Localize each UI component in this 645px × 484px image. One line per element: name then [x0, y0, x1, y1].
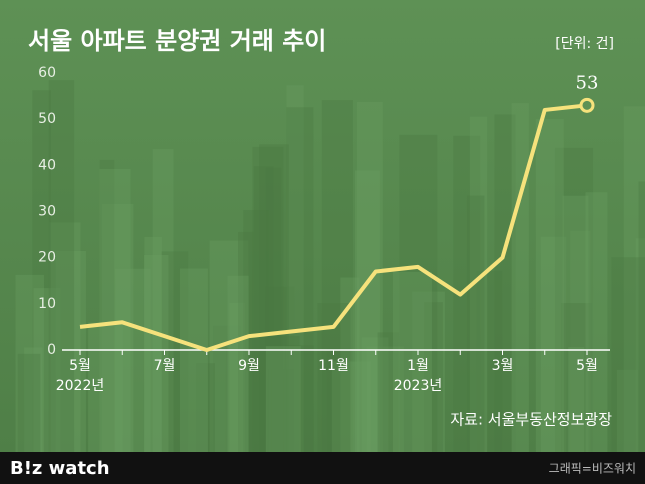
- building: [55, 250, 86, 452]
- y-tick-label: 50: [38, 111, 56, 127]
- building: [361, 337, 389, 452]
- building: [340, 277, 360, 452]
- y-tick-label: 0: [47, 342, 56, 358]
- building: [161, 251, 189, 452]
- building: [48, 80, 75, 453]
- y-tick-label: 20: [38, 250, 56, 266]
- building: [286, 107, 314, 452]
- building: [49, 222, 81, 452]
- building: [253, 166, 274, 453]
- credit: 그래픽=비즈워치: [549, 462, 636, 476]
- building: [99, 168, 131, 452]
- y-tick-label: 10: [38, 296, 56, 312]
- building: [252, 146, 284, 452]
- building: [638, 181, 645, 453]
- building: [476, 270, 503, 452]
- x-tick-label: 9월: [238, 358, 260, 374]
- building: [259, 144, 289, 452]
- building: [616, 369, 638, 452]
- building: [264, 286, 295, 452]
- building: [88, 322, 123, 452]
- building: [24, 347, 43, 452]
- building: [392, 271, 432, 452]
- building: [331, 361, 371, 452]
- building: [179, 268, 208, 452]
- brand-logo: B!z watch: [10, 458, 110, 479]
- building: [494, 114, 516, 453]
- data-line: [79, 103, 588, 352]
- y-tick-label: 60: [38, 65, 56, 81]
- building: [562, 195, 589, 453]
- chart-title: 서울 아파트 분양권 거래 추이: [28, 27, 326, 55]
- building: [424, 302, 443, 452]
- x-tick-label: 7월: [154, 358, 176, 374]
- building: [570, 230, 591, 452]
- building: [271, 335, 300, 452]
- building: [17, 353, 41, 452]
- end-point: [579, 97, 595, 113]
- building: [635, 238, 645, 452]
- building: [377, 332, 399, 452]
- x-year-label: 2022년: [56, 378, 105, 394]
- building: [568, 347, 585, 452]
- building: [560, 303, 593, 452]
- building: [196, 363, 215, 452]
- building: [101, 203, 134, 452]
- x-tick-label: 11월: [318, 358, 349, 374]
- x-tick-label: 5월: [69, 358, 91, 374]
- building: [321, 100, 353, 452]
- background: [0, 0, 645, 452]
- building: [511, 103, 529, 453]
- building: [243, 210, 269, 452]
- building: [115, 268, 151, 452]
- city-backdrop: [15, 80, 645, 453]
- x-tick-label: 1월: [407, 358, 429, 374]
- y-tick-label: 30: [38, 204, 56, 220]
- y-tick-label: 40: [38, 157, 56, 173]
- source: 자료: 서울부동산정보광장: [450, 411, 612, 429]
- building: [284, 345, 314, 452]
- building: [33, 288, 61, 452]
- building: [326, 348, 353, 452]
- building: [585, 192, 608, 452]
- building: [238, 231, 254, 452]
- building: [611, 257, 645, 452]
- building: [554, 147, 594, 452]
- building: [265, 346, 301, 452]
- building: [623, 106, 645, 452]
- building: [265, 167, 282, 452]
- building: [152, 149, 174, 452]
- building: [267, 369, 294, 452]
- building: [469, 116, 488, 452]
- x-tick-label: 5월: [576, 358, 598, 374]
- building: [144, 236, 162, 452]
- data-label: 53: [576, 72, 599, 93]
- building: [535, 119, 564, 452]
- building: [227, 275, 249, 452]
- x-tick-label: 3월: [492, 358, 514, 374]
- building: [466, 195, 485, 452]
- unit-label: [단위: 건]: [555, 36, 614, 52]
- building: [540, 236, 567, 452]
- building: [15, 274, 44, 452]
- building: [354, 170, 380, 452]
- building: [286, 85, 304, 452]
- building: [366, 346, 404, 452]
- building: [412, 291, 445, 452]
- x-year-label: 2023년: [394, 378, 443, 394]
- building: [225, 348, 249, 452]
- footer-bar: [0, 452, 645, 484]
- building: [99, 159, 115, 452]
- building: [399, 134, 438, 453]
- building: [32, 90, 51, 452]
